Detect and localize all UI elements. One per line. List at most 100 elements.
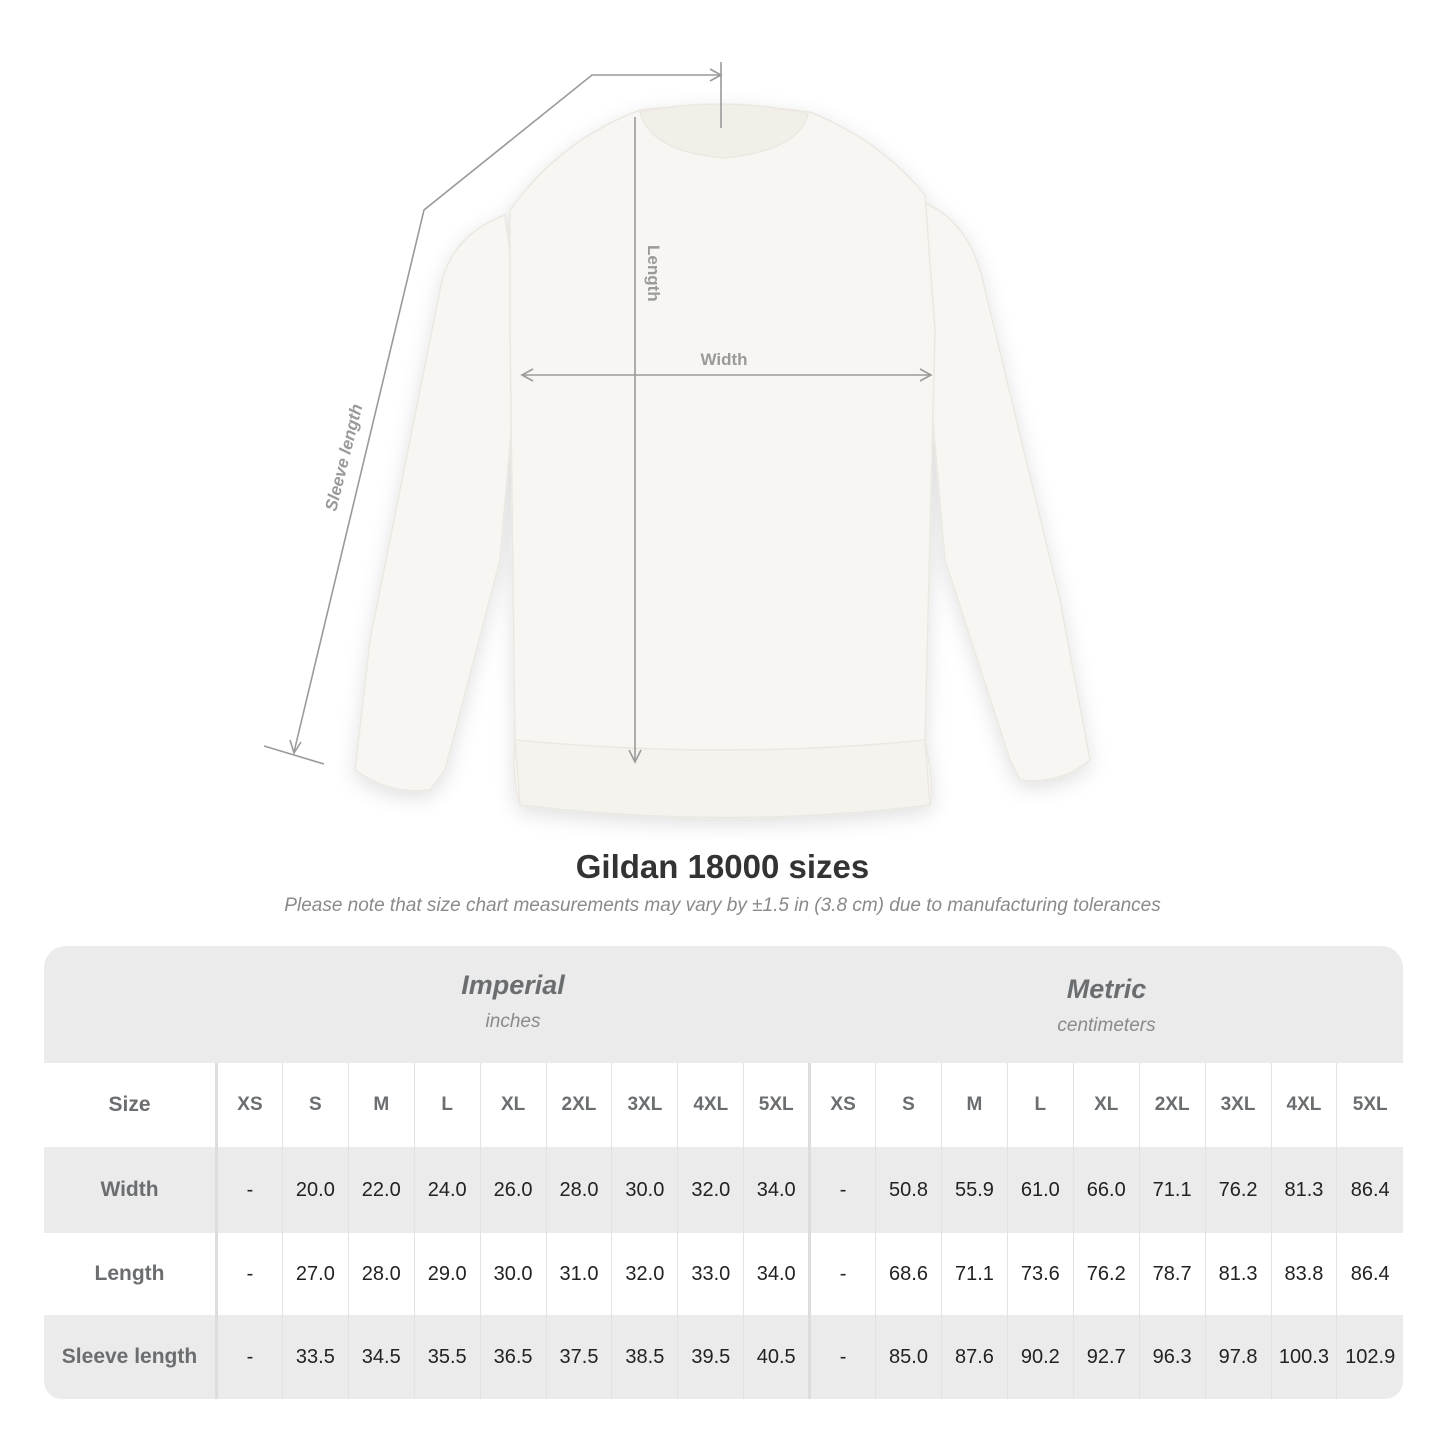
- length-arrow-bottom: [628, 749, 642, 764]
- metric-value-cell: 102.9: [1336, 1315, 1403, 1399]
- metric-value-cell: 81.3: [1204, 1233, 1271, 1315]
- imperial-value-cell: -: [216, 1147, 283, 1233]
- metric-value-cell: 50.8: [875, 1147, 942, 1233]
- size-header-label: Size: [44, 1063, 218, 1147]
- size-header-row: Size XS S M L XL 2XL 3XL 4XL 5XL XS S M L XL 2XL 3XL 4XL 5…: [44, 1063, 1403, 1147]
- imperial-size-xs: XS: [216, 1063, 283, 1147]
- row-label: Sleeve length: [44, 1315, 218, 1399]
- imperial-value-cell: 34.0: [743, 1147, 810, 1233]
- table-row: Width -20.0 22.0 24.0 26.0 28.0 30.0 32.0 34.0-5…: [44, 1147, 1403, 1233]
- metric-value-cell: 76.2: [1072, 1233, 1140, 1315]
- width-arrow-right: [919, 368, 933, 382]
- width-arrow-left: [520, 368, 534, 382]
- imperial-size-m: M: [347, 1063, 415, 1147]
- tolerance-note: Please note that size chart measurements…: [284, 895, 1161, 916]
- size-table: Size XS S M L XL 2XL 3XL 4XL 5XL XS S M L XL 2XL 3XL 4XL 5…: [44, 1063, 1403, 1399]
- sleeve-arrow-top: [709, 68, 723, 82]
- imperial-value-cell: 32.0: [611, 1233, 678, 1315]
- metric-value-cell: -: [808, 1233, 876, 1315]
- imperial-size-2xl: 2XL: [545, 1063, 612, 1147]
- imperial-header: Imperial inches: [216, 946, 810, 1033]
- imperial-value-cell: 35.5: [413, 1315, 481, 1399]
- metric-unit: centimeters: [1057, 1015, 1156, 1036]
- imperial-value-cell: 27.0: [281, 1233, 349, 1315]
- metric-title: Metric: [1066, 974, 1147, 1004]
- imperial-value-cell: 38.5: [611, 1315, 678, 1399]
- metric-value-cell: 66.0: [1072, 1147, 1140, 1233]
- length-label: Length: [644, 245, 663, 302]
- metric-size-m: M: [940, 1063, 1008, 1147]
- imperial-size-5xl: 5XL: [743, 1063, 810, 1147]
- metric-value-cell: 73.6: [1006, 1233, 1074, 1315]
- row-label: Width: [44, 1147, 218, 1233]
- imperial-size-l: L: [413, 1063, 481, 1147]
- imperial-value-cell: -: [216, 1315, 283, 1399]
- metric-size-s: S: [875, 1063, 942, 1147]
- imperial-value-cell: 28.0: [347, 1233, 415, 1315]
- metric-value-cell: 71.1: [940, 1233, 1008, 1315]
- sleeve-bottom-tick: [263, 745, 325, 765]
- metric-value-cell: 81.3: [1270, 1147, 1337, 1233]
- imperial-unit: inches: [485, 1011, 541, 1032]
- imperial-value-cell: 20.0: [281, 1147, 349, 1233]
- imperial-value-cell: 33.0: [677, 1233, 744, 1315]
- metric-size-l: L: [1006, 1063, 1074, 1147]
- imperial-value-cell: 26.0: [479, 1147, 547, 1233]
- imperial-size-xl: XL: [479, 1063, 547, 1147]
- metric-value-cell: 78.7: [1138, 1233, 1206, 1315]
- metric-value-cell: 100.3: [1270, 1315, 1337, 1399]
- metric-value-cell: 76.2: [1204, 1147, 1271, 1233]
- imperial-value-cell: 22.0: [347, 1147, 415, 1233]
- table-row: Length -27.0 28.0 29.0 30.0 31.0 32.0 33.0 34.0-…: [44, 1233, 1403, 1315]
- imperial-value-cell: 34.5: [347, 1315, 415, 1399]
- imperial-value-cell: -: [216, 1233, 283, 1315]
- imperial-value-cell: 31.0: [545, 1233, 612, 1315]
- imperial-value-cell: 28.0: [545, 1147, 612, 1233]
- imperial-value-cell: 30.0: [479, 1233, 547, 1315]
- width-label: Width: [700, 350, 747, 369]
- metric-value-cell: 83.8: [1270, 1233, 1337, 1315]
- sleeve-line: [293, 74, 720, 753]
- imperial-value-cell: 32.0: [677, 1147, 744, 1233]
- sleeve-length-label: Sleeve length: [321, 402, 366, 513]
- imperial-value-cell: 39.5: [677, 1315, 744, 1399]
- metric-value-cell: 96.3: [1138, 1315, 1206, 1399]
- metric-size-4xl: 4XL: [1270, 1063, 1337, 1147]
- metric-value-cell: 71.1: [1138, 1147, 1206, 1233]
- metric-size-xs: XS: [808, 1063, 876, 1147]
- imperial-size-4xl: 4XL: [677, 1063, 744, 1147]
- row-label: Length: [44, 1233, 218, 1315]
- metric-value-cell: 86.4: [1336, 1147, 1403, 1233]
- metric-value-cell: 85.0: [875, 1315, 942, 1399]
- metric-size-3xl: 3XL: [1204, 1063, 1271, 1147]
- imperial-size-3xl: 3XL: [611, 1063, 678, 1147]
- metric-size-5xl: 5XL: [1336, 1063, 1403, 1147]
- metric-value-cell: 87.6: [940, 1315, 1008, 1399]
- metric-value-cell: -: [808, 1147, 876, 1233]
- imperial-title: Imperial: [461, 970, 565, 1000]
- imperial-size-s: S: [281, 1063, 349, 1147]
- metric-value-cell: 61.0: [1006, 1147, 1074, 1233]
- imperial-value-cell: 34.0: [743, 1233, 810, 1315]
- page-title: Gildan 18000 sizes: [575, 848, 870, 885]
- metric-value-cell: 90.2: [1006, 1315, 1074, 1399]
- metric-value-cell: 68.6: [875, 1233, 942, 1315]
- imperial-value-cell: 24.0: [413, 1147, 481, 1233]
- metric-size-2xl: 2XL: [1138, 1063, 1206, 1147]
- metric-value-cell: -: [808, 1315, 876, 1399]
- sweatshirt-diagram: Length Width Sleeve length: [263, 62, 1091, 819]
- imperial-value-cell: 30.0: [611, 1147, 678, 1233]
- metric-value-cell: 92.7: [1072, 1315, 1140, 1399]
- metric-header: Metric centimeters: [810, 946, 1403, 1037]
- sweatshirt-image: [354, 103, 1091, 819]
- table-row: Sleeve length -33.5 34.5 35.5 36.5 37.5 38.5 39…: [44, 1315, 1403, 1399]
- imperial-value-cell: 36.5: [479, 1315, 547, 1399]
- metric-value-cell: 97.8: [1204, 1315, 1271, 1399]
- imperial-value-cell: 40.5: [743, 1315, 810, 1399]
- metric-value-cell: 86.4: [1336, 1233, 1403, 1315]
- sleeve-arrow-bottom: [289, 739, 302, 755]
- metric-size-xl: XL: [1072, 1063, 1140, 1147]
- imperial-value-cell: 37.5: [545, 1315, 612, 1399]
- unit-header-panel: Imperial inches Metric centimeters: [44, 946, 1403, 1063]
- imperial-value-cell: 33.5: [281, 1315, 349, 1399]
